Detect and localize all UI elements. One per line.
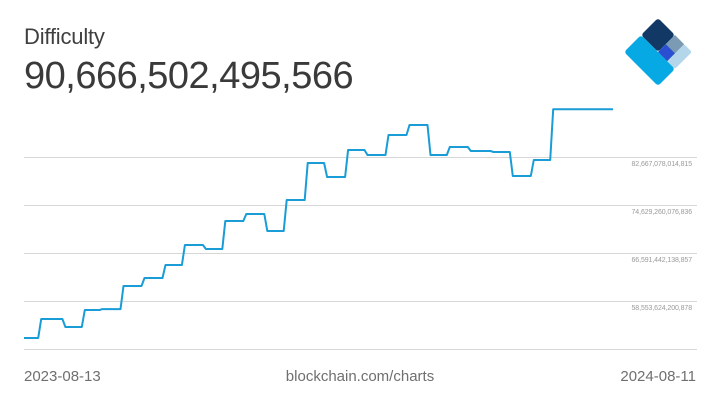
start-date: 2023-08-13 <box>24 368 101 385</box>
current-value: 90,666,502,495,566 <box>24 55 354 97</box>
y-axis-label: 74,629,260,076,836 <box>631 209 693 216</box>
blockchain-logo-icon <box>625 19 692 85</box>
source-link[interactable]: blockchain.com/charts <box>285 368 435 385</box>
chart-title: Difficulty <box>24 24 105 49</box>
gridlines <box>24 157 697 350</box>
y-axis-label: 82,667,078,014,815 <box>631 161 693 168</box>
difficulty-line <box>24 108 613 339</box>
logo-tile-cyan <box>625 36 674 85</box>
end-date: 2024-08-11 <box>620 368 696 385</box>
logo-tile-dark <box>642 19 674 51</box>
y-axis-label: 58,553,624,200,878 <box>631 305 693 312</box>
logo-tile-blue <box>658 44 675 62</box>
y-axis-label: 66,591,442,138,857 <box>631 257 693 264</box>
logo-tile-lightblue <box>668 45 692 69</box>
